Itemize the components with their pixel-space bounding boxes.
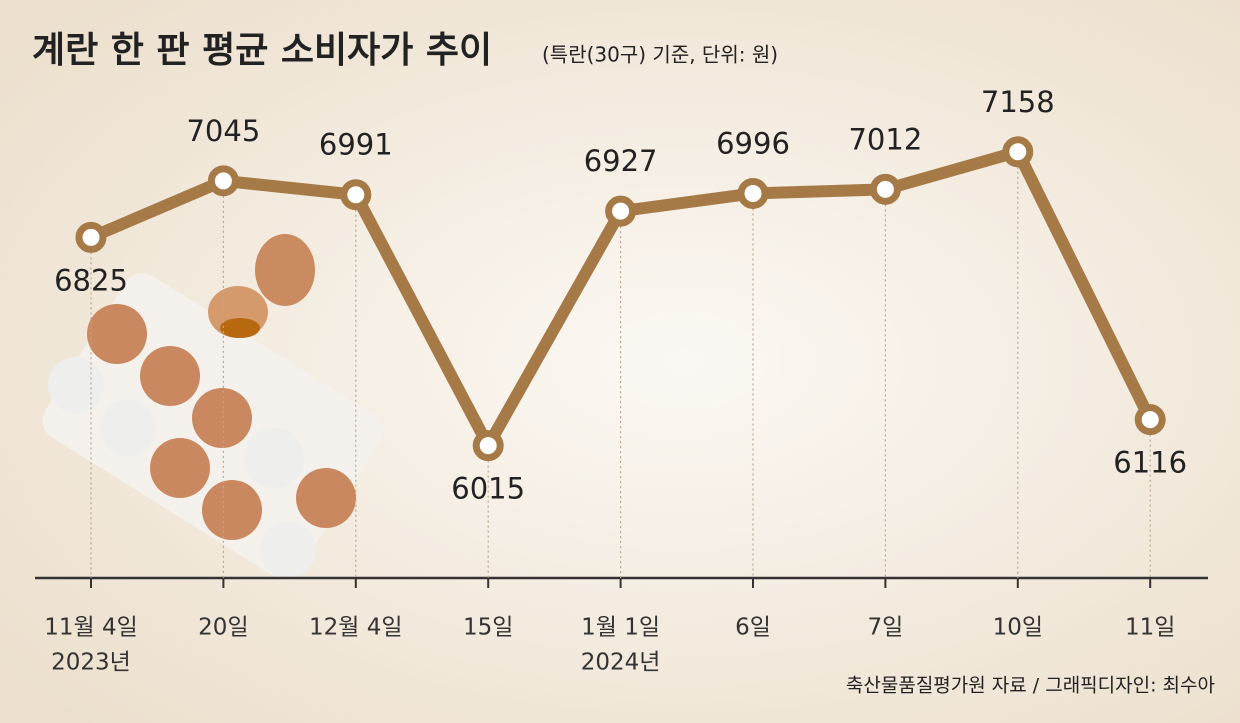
point <box>340 179 372 211</box>
point <box>737 177 769 209</box>
x-tick-label: 1월 1일 <box>581 615 660 641</box>
point <box>869 173 901 205</box>
value-label: 6996 <box>716 126 790 160</box>
x-tick-label: 11월 4일 <box>44 615 138 641</box>
point <box>605 195 637 227</box>
source: 축산물품질평가원 자료 / 그래픽디자인: 최수아 <box>846 675 1215 697</box>
value-label: 7012 <box>848 122 922 156</box>
year-label: 2023년 <box>51 650 131 676</box>
x-tick-label: 20일 <box>198 615 248 641</box>
year-label: 2024년 <box>581 650 661 676</box>
value-label: 6015 <box>451 472 525 506</box>
point <box>472 430 504 462</box>
point <box>207 165 239 197</box>
value-label: 6825 <box>54 263 128 297</box>
point <box>75 221 107 253</box>
x-tick-label: 7일 <box>868 615 904 641</box>
egg-illustration <box>42 234 383 579</box>
chart-title: 계란 한 판 평균 소비자가 추이 <box>32 30 492 71</box>
value-label: 6116 <box>1113 446 1187 480</box>
x-tick-label: 6일 <box>735 615 771 641</box>
value-label: 6927 <box>584 144 658 178</box>
value-label: 7158 <box>981 85 1055 119</box>
x-tick-label: 12월 4일 <box>309 615 403 641</box>
point <box>1134 404 1166 436</box>
x-tick-label: 10일 <box>993 615 1043 641</box>
point <box>1002 136 1034 168</box>
value-label: 7045 <box>186 114 260 148</box>
x-tick-label: 11일 <box>1125 615 1175 641</box>
chart-subtitle: (특란(30구) 기준, 단위: 원) <box>542 43 778 67</box>
value-label: 6991 <box>319 128 393 162</box>
x-tick-label: 15일 <box>463 615 513 641</box>
